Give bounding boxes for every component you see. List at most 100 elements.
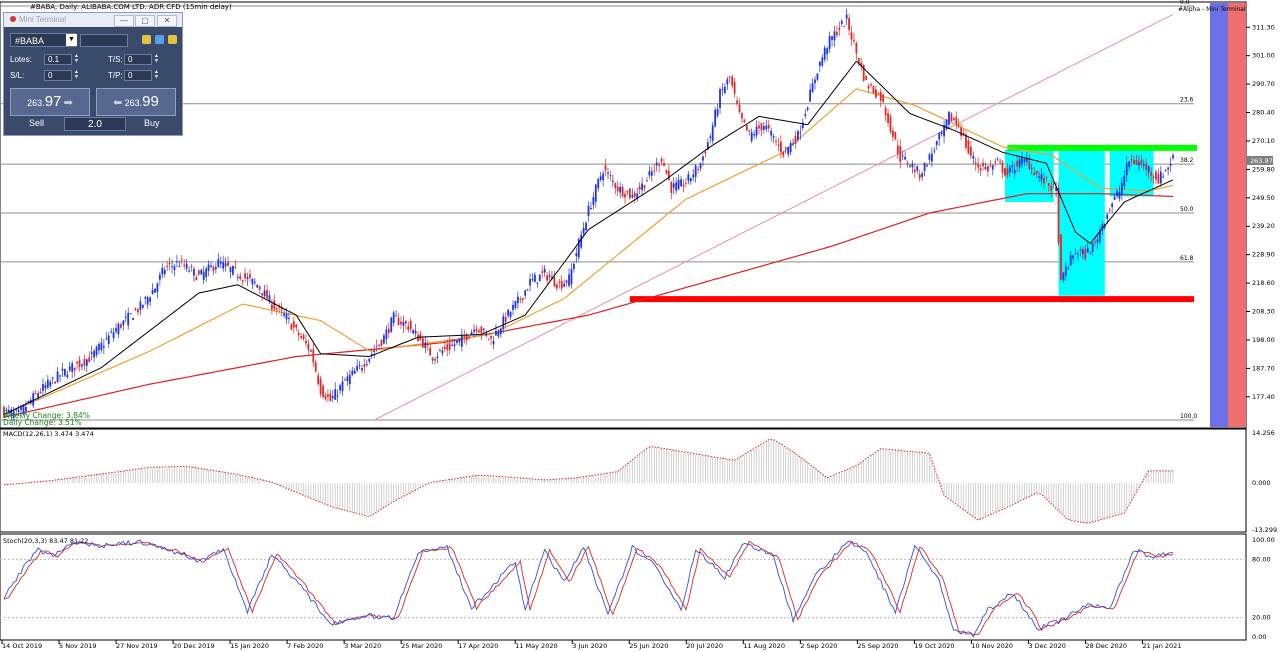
candle-body [273,300,276,310]
candle-body [317,375,320,384]
fib-level-label: 38.2 [1180,157,1194,164]
candle-body [90,352,93,354]
candle-body [857,58,860,64]
restore-button[interactable]: ▢ [135,15,155,27]
candle-body [853,39,855,42]
candle-body [592,196,595,205]
candle-body [558,281,561,283]
y-tick-label: 259.80 [1252,165,1275,173]
macd-title: MACD(12,26,1) 3.474 3.474 [3,430,94,438]
candle-body [185,263,188,269]
lot-size-field[interactable]: 2.0 [64,117,126,131]
candle-body [1079,249,1082,252]
candle-body [872,86,875,93]
candle-body [353,370,356,374]
candle-body [1118,191,1121,199]
candle-body [285,313,288,320]
candle-body [1008,167,1011,173]
candle-body [590,208,592,210]
sell-button[interactable]: Sell [29,118,45,128]
candle-body [115,328,117,332]
candle-body [193,268,195,276]
candle-body [682,184,685,187]
candle-body [1025,158,1028,162]
close-button[interactable]: ✕ [157,15,177,27]
candle-body [404,320,407,324]
mini-terminal[interactable]: Mini Terminal — ▢ ✕ #BABA ▼ Lotes: 0.1 ▲… [3,12,183,136]
candle-body [68,366,71,371]
candle-body [892,130,894,137]
lots-input[interactable]: 0.1 [44,54,72,65]
settings-icon[interactable] [155,35,164,44]
candle-body [546,275,548,281]
tp-stepper[interactable]: ▲ ▼ [154,69,159,80]
candle-body [132,318,134,320]
candle-body [112,332,115,339]
candle-body [387,328,390,333]
candle-body [1138,162,1140,166]
candle-body [110,331,113,333]
candle-body [141,304,144,308]
candle-body [726,79,729,85]
sl-input[interactable]: 0 [44,70,72,81]
candle-body [412,329,415,334]
lock-icon[interactable] [142,35,151,44]
candle-body [555,284,558,289]
candle-body [957,124,960,126]
candle-body [195,277,198,281]
candle-body [940,132,943,135]
candle-body [22,405,25,414]
candle-body [219,261,222,264]
candle-body [670,181,673,194]
candle-body [870,84,872,86]
add-icon[interactable] [168,35,177,44]
mini-terminal-titlebar[interactable]: Mini Terminal — ▢ ✕ [4,13,182,27]
candle-body [434,359,436,361]
y-tick-label: 187.70 [1252,364,1275,372]
candle-body [329,393,332,401]
candle-body [641,183,643,190]
buy-price-button[interactable]: ⬅ 263.99 [96,88,176,116]
candle-body [767,124,770,129]
tp-input[interactable]: 0 [124,70,152,81]
minimize-button[interactable]: — [114,15,134,27]
candle-body [307,343,310,350]
candle-body [156,283,159,293]
candle-body [906,162,909,165]
candle-body [453,344,456,347]
candle-body [1167,167,1170,170]
candle-body [996,159,999,161]
candle-body [935,140,938,146]
y-tick-label: 311.30 [1252,23,1275,31]
candle-body [492,340,495,345]
candle-body [1040,174,1043,181]
candle-body [913,169,916,172]
candle-body [78,359,81,367]
ts-input[interactable]: 0 [124,54,152,65]
candle-body [502,316,505,330]
sl-stepper[interactable]: ▲ ▼ [74,69,79,80]
x-tick-label: 27 Nov 2019 [116,642,158,650]
ts-stepper[interactable]: ▲ ▼ [154,53,159,64]
symbol-search-field[interactable] [80,34,128,47]
band-red [1228,3,1246,427]
candle-body [587,205,590,216]
candle-body [804,114,807,116]
candle-body [314,362,317,372]
candle-body [787,146,790,155]
lots-stepper[interactable]: ▲ ▼ [74,53,79,64]
candle-body [1159,171,1162,184]
x-tick-label: 3 Jun 2020 [572,642,607,650]
resistance-level [1007,144,1197,151]
candle-body [1145,163,1148,170]
chevron-down-icon[interactable]: ▼ [66,34,77,46]
candle-body [222,262,225,269]
candle-body [127,312,130,326]
sell-price-button[interactable]: 263.97 ➡ [10,88,90,116]
candle-body [239,275,242,280]
buy-button[interactable]: Buy [144,118,160,128]
candle-body [351,370,354,375]
candle-body [236,277,239,279]
candle-body [580,234,583,248]
candle-body [991,165,994,170]
